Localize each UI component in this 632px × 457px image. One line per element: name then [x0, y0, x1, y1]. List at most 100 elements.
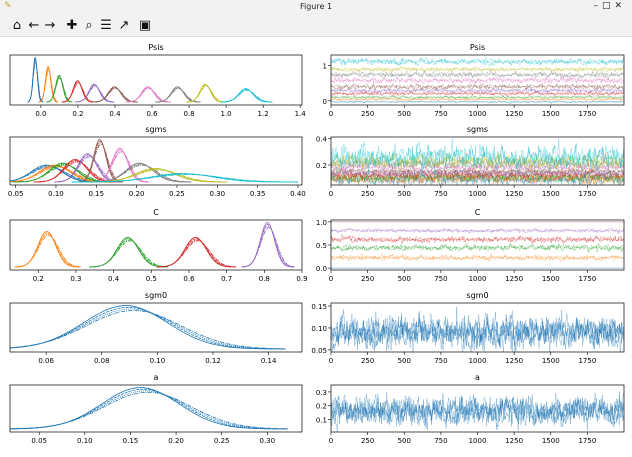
- kde-line-4-chain-3: [54, 156, 123, 183]
- x-tick-label: 0.10: [150, 357, 166, 365]
- plot-title: sgms: [145, 125, 166, 134]
- kde-line-6-chain-1: [125, 87, 171, 103]
- x-tick-label: 250: [361, 190, 374, 198]
- window-controls[interactable]: –□✕: [593, 1, 626, 11]
- x-tick-label: 0.15: [89, 190, 105, 198]
- x-tick-label: 0.05: [8, 190, 24, 198]
- app-icon: ✎: [4, 1, 12, 11]
- trace-line-8-chain-1: [331, 65, 624, 73]
- kde-line-0-chain-0: [27, 56, 44, 103]
- kde-line-4-chain-2: [75, 85, 115, 103]
- kde-line-4-chain-3: [75, 85, 115, 103]
- trace-line-9-chain-0: [331, 138, 624, 177]
- x-tick-label: 1500: [542, 437, 560, 445]
- plot-area: [331, 221, 624, 269]
- kde-line-0-chain-2: [27, 60, 44, 103]
- trace-line-0-chain-3: [331, 311, 624, 352]
- kde-line-0-chain-1: [10, 306, 286, 350]
- forward-button[interactable]: →: [42, 17, 58, 33]
- x-tick-label: 0: [329, 110, 333, 118]
- plot-area: [10, 139, 299, 183]
- kde-line-9-chain-3: [220, 89, 273, 103]
- kde-line-6-chain-0: [125, 86, 171, 103]
- kde-line-7-chain-3: [89, 164, 192, 183]
- x-tick-label: 1250: [505, 357, 523, 365]
- configure-subplots-button[interactable]: ☰: [98, 17, 114, 33]
- plot-area: [10, 387, 288, 430]
- y-tick-label: 0.4: [316, 135, 328, 143]
- trace-line-9-chain-1: [331, 138, 624, 175]
- x-tick-label: 1750: [578, 357, 596, 365]
- trace-line-9-chain-0: [331, 56, 624, 68]
- y-tick-label: 1: [323, 63, 327, 71]
- trace-line-2-chain-1: [331, 94, 624, 101]
- x-tick-label: 0.12: [205, 357, 221, 365]
- save-icon: ▣: [138, 17, 152, 33]
- trace-line-8-chain-0: [331, 65, 624, 74]
- x-tick-label: 1000: [469, 110, 487, 118]
- kde-line-3-chain-3: [33, 161, 119, 183]
- kde-line-4-chain-3: [241, 227, 295, 268]
- x-tick-label: 0.10: [48, 190, 64, 198]
- configure-subplots-icon: ☰: [100, 17, 112, 33]
- x-tick-label: 0.9: [296, 275, 307, 283]
- y-tick-label: 0.3: [316, 389, 327, 397]
- kde-line-8-chain-0: [186, 83, 226, 103]
- x-tick-label: 1250: [505, 110, 523, 118]
- axes-frame: [9, 384, 303, 433]
- trace-line-3-chain-1: [331, 90, 624, 98]
- x-tick-label: 1500: [542, 275, 560, 283]
- x-tick-label: 0: [329, 275, 333, 283]
- back-button[interactable]: ←: [26, 17, 42, 33]
- x-tick-label: 1750: [578, 110, 596, 118]
- kde-line-9-chain-1: [220, 88, 273, 103]
- x-tick-label: 0.40: [290, 190, 306, 198]
- x-tick-label: 1.4: [295, 110, 307, 118]
- trace-line-4-chain-1: [331, 167, 624, 179]
- x-tick-label: 1250: [505, 190, 523, 198]
- x-tick-label: 0.35: [250, 190, 266, 198]
- y-tick-label: 0.0: [316, 265, 327, 273]
- kde-line-9-chain-0: [220, 88, 273, 103]
- y-tick-label: 0: [323, 98, 327, 106]
- trace-line-1-chain-1: [331, 97, 624, 102]
- x-tick-label: 0: [329, 190, 333, 198]
- kde-line-0-chain-3: [27, 62, 44, 103]
- trace-line-4-chain-1: [331, 227, 624, 235]
- save-button[interactable]: ▣: [137, 17, 153, 33]
- trace-line-5-chain-1: [331, 167, 624, 175]
- trace-line-4-chain-0: [331, 168, 624, 179]
- kde-line-2-chain-1: [89, 238, 169, 268]
- home-button[interactable]: ⌂: [9, 17, 25, 33]
- x-tick-label: 250: [361, 275, 374, 283]
- zoom-button[interactable]: ⌕: [81, 17, 97, 33]
- trace-line-4-chain-0: [331, 86, 624, 95]
- plot-title: Psis: [148, 43, 163, 52]
- plot-title: sgm0: [145, 291, 167, 300]
- x-tick-label: 1750: [578, 437, 596, 445]
- axes-frame: [330, 136, 625, 186]
- kde-line-6-chain-2: [125, 87, 172, 103]
- trace-line-0-chain-1: [331, 100, 624, 104]
- plot-area: [331, 306, 624, 352]
- kde-line-9-chain-3: [72, 174, 299, 183]
- kde-line-8-chain-2: [186, 85, 226, 103]
- edit-axis-button[interactable]: ↗: [116, 17, 132, 33]
- kde-line-1-chain-1: [38, 67, 58, 103]
- x-tick-label: 0.5: [146, 275, 157, 283]
- forward-icon: →: [44, 17, 56, 33]
- kde-line-4-chain-2: [241, 225, 295, 268]
- pan-button[interactable]: ✚: [64, 17, 80, 33]
- x-tick-label: 0.2: [33, 275, 44, 283]
- plot-title: Psis: [470, 43, 485, 52]
- axes-frame: [9, 219, 303, 271]
- trace-line-2-chain-1: [331, 242, 624, 253]
- trace-line-3-chain-0: [331, 234, 624, 245]
- trace-line-5-chain-1: [331, 82, 624, 91]
- plot-area: [331, 391, 624, 432]
- kde-line-6-chain-2: [92, 150, 149, 183]
- x-tick-label: 0: [329, 437, 333, 445]
- kde-line-2-chain-3: [13, 164, 115, 183]
- x-tick-label: 0.25: [214, 437, 230, 445]
